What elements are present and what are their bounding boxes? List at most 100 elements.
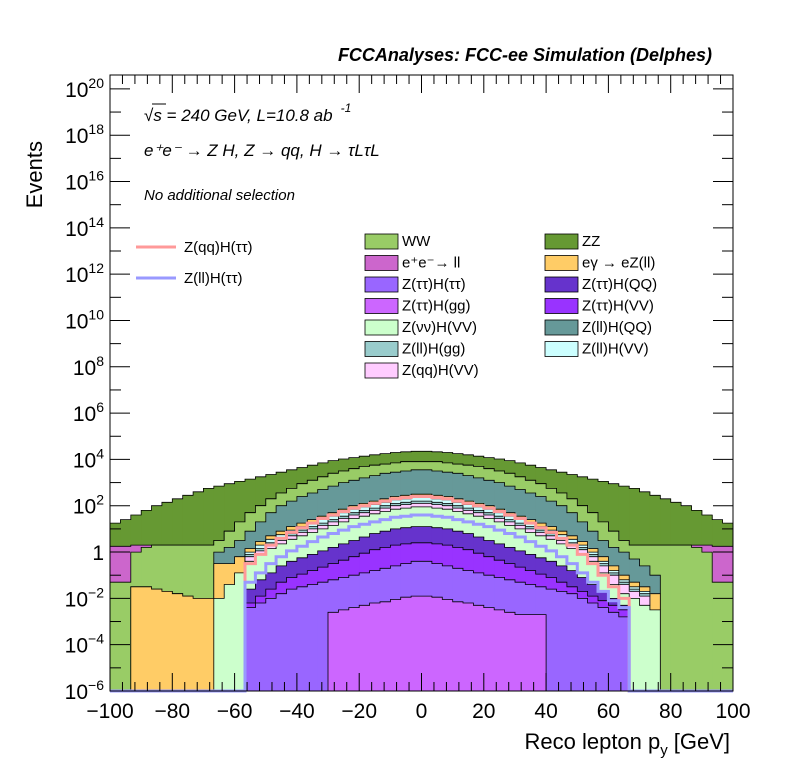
x-axis-label-main: Reco lepton p: [524, 729, 660, 754]
histogram-bin: [722, 582, 734, 691]
signal-line: [110, 513, 733, 693]
histogram-bin: [473, 605, 485, 691]
x-tick-label: −20: [341, 700, 377, 723]
legend-line-label: Z(ll)H(ττ): [184, 270, 243, 287]
x-tick-label: −80: [154, 700, 190, 723]
histogram-bin: [359, 605, 370, 691]
histogram-bin: [400, 597, 412, 691]
histogram-bin: [203, 598, 215, 691]
legend-fill-swatch: [364, 362, 399, 379]
legend-backgrounds: WW ZZ e⁺e⁻→ ll eγ → eZ(ll) Z(ττ)H(ττ) Z(ττ)H(…: [364, 233, 657, 379]
legend-fill-label: Z(ττ)H(QQ): [582, 276, 657, 293]
x-tick-label: 0: [416, 700, 428, 723]
y-tick-label: 1018: [65, 121, 104, 148]
legend-fill-swatch: [364, 255, 399, 271]
histogram-bin: [670, 545, 682, 691]
histogram-bin: [317, 582, 329, 691]
y-axis-label: Events: [22, 141, 47, 208]
legend-fill-swatch: [364, 341, 399, 357]
histogram-bin: [525, 614, 537, 691]
energy-annotation-text: √s = 240 GeV, L=10.8 ab: [144, 106, 333, 125]
histogram-bin: [338, 609, 350, 691]
histogram-bin: [182, 596, 194, 691]
y-tick-label: 1010: [65, 306, 104, 333]
x-tick-label: 40: [534, 700, 557, 723]
legend-signal: Z(qq)H(ττ) Z(ll)H(ττ): [136, 239, 253, 287]
histogram-bin: [234, 572, 246, 691]
histogram-bin: [577, 598, 589, 691]
histogram-bin: [141, 586, 152, 691]
y-tick-label: 1: [92, 542, 104, 565]
legend-fill-label: Z(νν)H(VV): [402, 319, 477, 336]
histogram-bin: [566, 593, 578, 691]
legend-fill-swatch: [364, 276, 399, 293]
stack-layer-outline: [110, 469, 733, 692]
x-tick-label: −40: [279, 700, 315, 723]
histogram-bin: [546, 589, 557, 691]
histogram-bin: [608, 612, 620, 691]
legend-fill-label: Z(ττ)H(gg): [402, 298, 471, 315]
histogram-bin: [348, 607, 360, 691]
y-tick-label: 106: [73, 399, 104, 426]
histogram-bin: [515, 614, 526, 691]
legend-fill-label: Z(ll)H(gg): [402, 341, 465, 358]
legend-fill-label: eγ → eZ(ll): [582, 255, 655, 272]
histogram-bin: [224, 584, 235, 691]
histogram-bin: [296, 586, 308, 691]
legend-fill-swatch: [544, 276, 579, 293]
histogram-bin: [328, 612, 339, 691]
y-tick-label: 10−2: [65, 584, 105, 611]
histogram-bin: [421, 596, 433, 691]
histogram-bin: [463, 603, 474, 691]
histogram-bin: [411, 596, 422, 691]
stack-layer-outline: [110, 542, 733, 692]
legend-fill-label: Z(qq)H(VV): [402, 362, 479, 379]
legend-fill-label: Z(ττ)H(ττ): [402, 276, 466, 293]
histogram-bin: [245, 607, 256, 691]
x-axis-label: Reco lepton py [GeV]: [524, 729, 730, 759]
histogram-bin: [504, 612, 516, 691]
y-tick-label: 1020: [65, 75, 104, 102]
y-tick-label: 10−6: [65, 677, 105, 704]
histogram-bin: [130, 586, 142, 691]
legend-fill-swatch: [544, 233, 579, 250]
legend-fill-swatch: [544, 341, 579, 357]
y-tick-label: 104: [73, 445, 104, 472]
stack-layer-outline: [110, 493, 733, 692]
y-tick-label: 108: [73, 353, 104, 380]
histogram-bin: [172, 593, 184, 691]
y-tick-label: 1012: [65, 260, 104, 287]
legend-fill-label: Z(ττ)H(VV): [582, 298, 654, 315]
histogram-bin: [681, 545, 692, 691]
histogram-bin: [629, 598, 640, 691]
x-tick-label: 60: [597, 700, 620, 723]
histogram-bin: [483, 607, 495, 691]
legend-fill-swatch: [364, 319, 399, 336]
legend-fill-swatch: [364, 298, 399, 314]
legend-fill-swatch: [544, 298, 579, 314]
x-tick-label: −60: [217, 700, 253, 723]
legend-fill-swatch: [364, 233, 399, 250]
histogram-bin: [598, 607, 609, 691]
histogram-bin: [556, 591, 568, 691]
x-tick-label: 80: [659, 700, 682, 723]
stack-layer-outline: [110, 560, 733, 692]
histogram-bin: [639, 605, 651, 691]
histogram-bin: [265, 598, 277, 691]
legend-fill-label: WW: [402, 233, 431, 250]
legend-fill-swatch: [544, 319, 579, 336]
selection-annotation: No additional selection: [144, 187, 295, 204]
histogram-bin: [618, 616, 630, 691]
legend-fill-label: Z(ll)H(VV): [582, 341, 649, 358]
stack-layer-12: [110, 595, 733, 692]
axis-ticks-group: −100 −80 −60 −40 −20 0 20 40 60 80 100 1020 1018 1016…: [65, 75, 751, 723]
histogram-bin: [649, 609, 661, 691]
y-tick-label: 1016: [65, 168, 104, 195]
histogram-bin: [431, 597, 443, 691]
histogram-bin: [587, 603, 599, 691]
stack-group: [110, 450, 734, 692]
histogram-bin: [535, 614, 547, 691]
legend-fill-swatch: [544, 255, 579, 271]
legend-fill-label: Z(ll)H(QQ): [582, 319, 652, 336]
annotations: √s = 240 GeV, L=10.8 ab -1 e⁺e⁻ → Z H, Z …: [144, 101, 380, 204]
